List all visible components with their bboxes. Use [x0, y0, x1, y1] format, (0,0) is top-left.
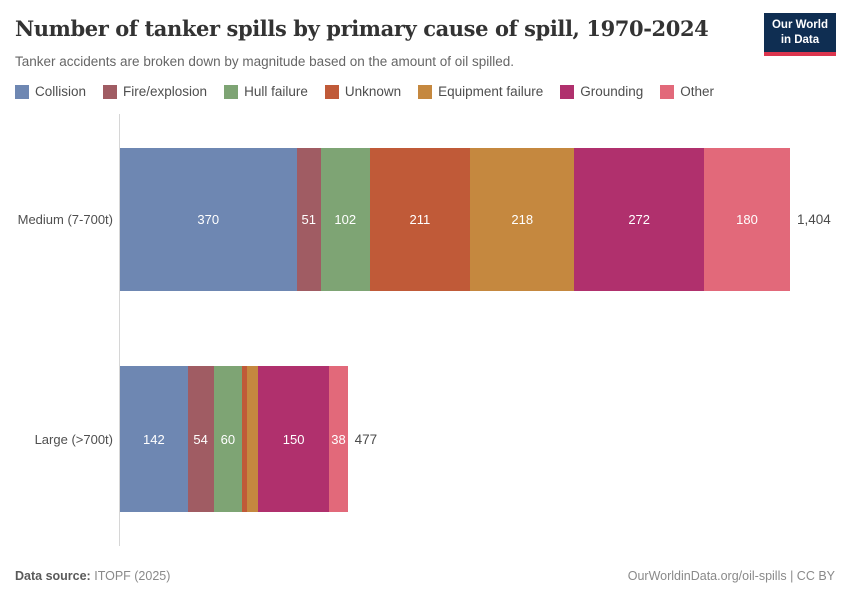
legend-label: Equipment failure — [438, 84, 544, 99]
bar-value-label: 370 — [197, 212, 220, 227]
chart-subtitle: Tanker accidents are broken down by magn… — [15, 54, 515, 69]
legend-swatch-fire-explosion — [103, 84, 118, 99]
bar-segment-hull-failure[interactable]: 60 — [213, 366, 243, 512]
owid-logo[interactable]: Our World in Data — [763, 13, 836, 56]
category-label-medium-7-700t: Medium (7-700t) — [17, 212, 113, 227]
legend-item-fire-explosion[interactable]: Fire/explosion — [103, 84, 207, 99]
footer: Data source: ITOPF (2025) OurWorldinData… — [15, 569, 835, 583]
legend-label: Unknown — [344, 84, 402, 99]
bar-segment-collision[interactable]: 142 — [120, 366, 188, 512]
legend-label: Hull failure — [244, 84, 308, 99]
bar-segment-grounding[interactable]: 272 — [574, 148, 705, 291]
legend-item-collision[interactable]: Collision — [15, 84, 86, 99]
bar-segment-equipment-failure[interactable] — [247, 366, 258, 512]
bar-segment-unknown[interactable]: 211 — [369, 148, 471, 291]
bar-total-label: 1,404 — [797, 212, 831, 227]
legend-label: Collision — [35, 84, 87, 99]
legend-item-unknown[interactable]: Unknown — [324, 84, 402, 99]
bar-value-label: 180 — [736, 212, 758, 227]
legend-swatch-grounding — [560, 84, 575, 99]
bar-medium-7-700t: 370 51 102 211 218 272 180 — [120, 148, 790, 291]
bar-value-label: 54 — [193, 431, 208, 447]
legend-label: Grounding — [580, 84, 644, 99]
data-source: Data source: ITOPF (2025) — [15, 569, 170, 583]
bar-segment-fire-explosion[interactable]: 51 — [296, 148, 321, 291]
y-axis-line — [119, 114, 120, 546]
bar-value-label: 60 — [220, 431, 236, 447]
bar-segment-fire-explosion[interactable]: 54 — [187, 366, 214, 512]
legend-item-other[interactable]: Other — [660, 84, 714, 99]
chart-title: Number of tanker spills by primary cause… — [15, 16, 709, 41]
bar-value-label: 150 — [282, 431, 305, 447]
legend-item-hull-failure[interactable]: Hull failure — [224, 84, 308, 99]
data-source-label: Data source: — [15, 569, 91, 583]
bar-large-700t: 142 54 60 150 38 — [120, 366, 348, 512]
legend-label: Fire/explosion — [123, 84, 208, 99]
legend-swatch-equipment-failure — [418, 84, 433, 99]
bar-segment-hull-failure[interactable]: 102 — [320, 148, 370, 291]
owid-link[interactable]: OurWorldinData.org/oil-spills | CC BY — [627, 569, 835, 583]
owid-logo-line1: Our World — [771, 19, 828, 31]
bar-value-label: 38 — [331, 431, 346, 447]
legend-swatch-hull-failure — [224, 84, 239, 99]
bar-segment-grounding[interactable]: 150 — [257, 366, 330, 512]
bar-value-label: 142 — [143, 431, 165, 447]
bar-value-label: 51 — [301, 212, 316, 227]
legend-item-equipment-failure[interactable]: Equipment failure — [418, 84, 543, 99]
bar-segment-other[interactable]: 180 — [704, 148, 790, 291]
bar-segment-collision[interactable]: 370 — [120, 148, 297, 291]
legend-label: Other — [680, 84, 715, 99]
legend: Collision Fire/explosion Hull failure Unkno… — [15, 84, 714, 99]
bar-segment-other[interactable]: 38 — [329, 366, 348, 512]
category-label-large-700t: Large (>700t) — [34, 431, 113, 447]
bar-value-label: 102 — [334, 212, 357, 227]
legend-swatch-collision — [15, 84, 29, 99]
bar-total-label: 477 — [354, 431, 378, 447]
legend-item-grounding[interactable]: Grounding — [560, 84, 643, 99]
bar-value-label: 272 — [628, 212, 651, 227]
legend-swatch-unknown — [324, 84, 339, 99]
bar-value-label: 218 — [511, 212, 534, 227]
owid-logo-line2: in Data — [780, 33, 820, 46]
data-source-value: ITOPF (2025) — [94, 569, 171, 583]
bar-segment-equipment-failure[interactable]: 218 — [470, 148, 575, 291]
bar-value-label: 211 — [409, 212, 431, 227]
legend-swatch-other — [660, 84, 675, 99]
bar-segment-unknown[interactable] — [242, 366, 248, 512]
